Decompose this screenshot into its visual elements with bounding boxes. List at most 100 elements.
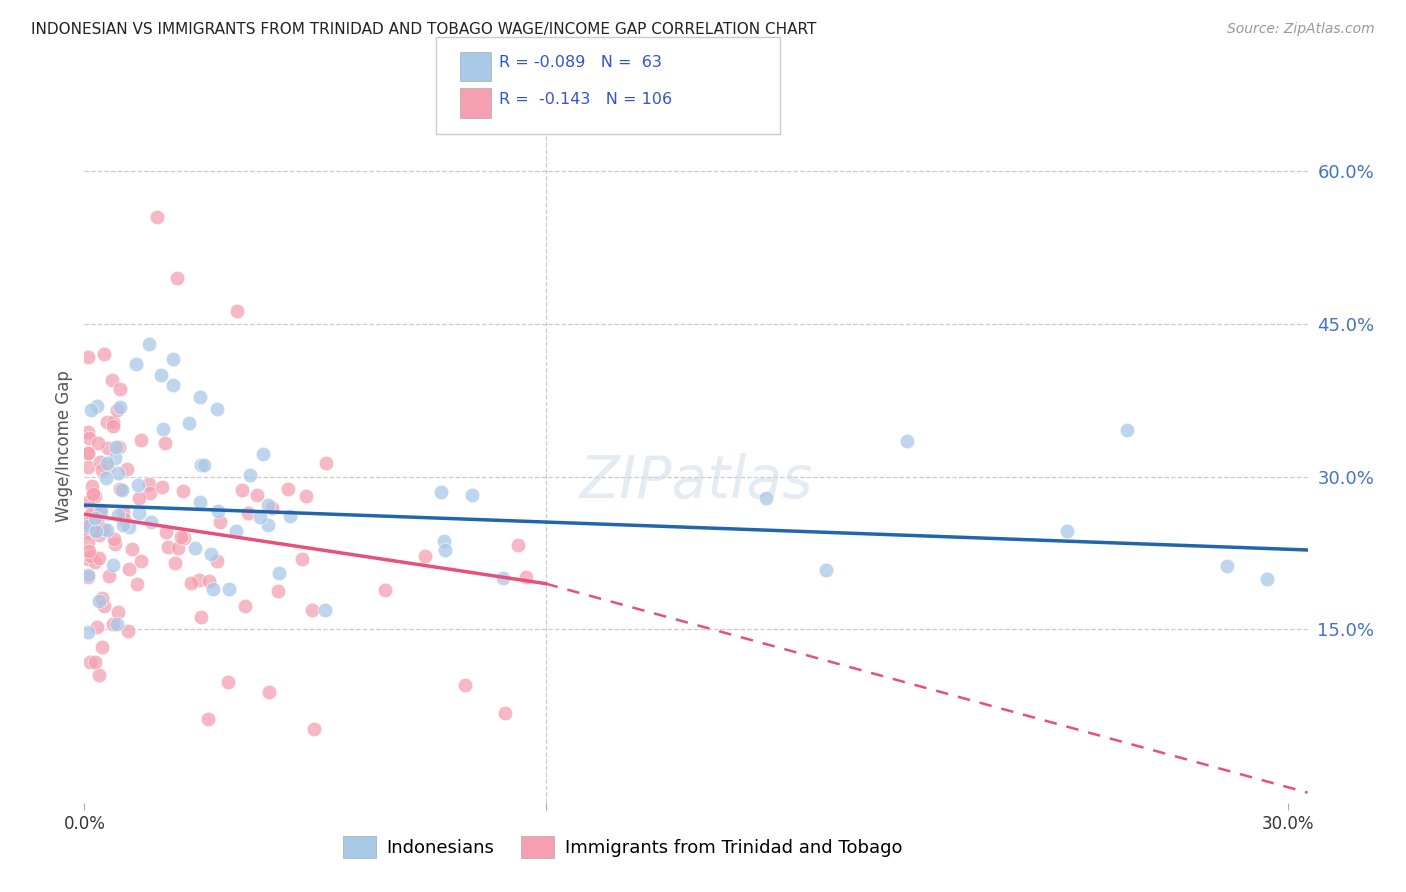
Point bbox=[104, 440, 127, 454]
Point bbox=[96, 471, 118, 485]
Point bbox=[105, 403, 128, 417]
Point bbox=[107, 605, 129, 619]
Text: INDONESIAN VS IMMIGRANTS FROM TRINIDAD AND TOBAGO WAGE/INCOME GAP CORRELATION CH: INDONESIAN VS IMMIGRANTS FROM TRINIDAD A… bbox=[31, 22, 817, 37]
Point bbox=[190, 610, 212, 624]
Point bbox=[217, 675, 239, 690]
Point bbox=[1216, 559, 1239, 574]
Point bbox=[1056, 524, 1078, 538]
Point bbox=[101, 616, 124, 631]
Point bbox=[77, 431, 100, 445]
Point bbox=[172, 483, 194, 498]
Point bbox=[77, 518, 100, 533]
Y-axis label: Wage/Income Gap: Wage/Income Gap bbox=[55, 370, 73, 522]
Point bbox=[430, 485, 453, 500]
Point bbox=[107, 466, 129, 480]
Point bbox=[80, 549, 103, 563]
Point bbox=[112, 512, 135, 526]
Point bbox=[77, 524, 100, 539]
Text: R =  -0.143   N = 106: R = -0.143 N = 106 bbox=[499, 92, 672, 107]
Point bbox=[87, 667, 110, 681]
Point bbox=[84, 524, 107, 538]
Point bbox=[93, 522, 115, 536]
Point bbox=[84, 511, 107, 525]
Point bbox=[180, 576, 202, 591]
Point bbox=[96, 415, 118, 429]
Point bbox=[155, 524, 177, 539]
Point bbox=[103, 537, 125, 551]
Point bbox=[115, 462, 138, 476]
Point bbox=[82, 486, 104, 500]
Point bbox=[77, 567, 100, 582]
Point bbox=[97, 460, 120, 475]
Legend: Indonesians, Immigrants from Trinidad and Tobago: Indonesians, Immigrants from Trinidad an… bbox=[336, 829, 910, 865]
Point bbox=[82, 487, 104, 501]
Point bbox=[84, 524, 107, 538]
Point bbox=[77, 446, 100, 460]
Point bbox=[291, 552, 314, 566]
Point bbox=[80, 403, 103, 417]
Point bbox=[103, 532, 125, 546]
Point bbox=[236, 506, 259, 520]
Point bbox=[79, 655, 101, 669]
Point bbox=[84, 489, 107, 503]
Point bbox=[90, 505, 112, 519]
Point bbox=[506, 538, 529, 552]
Point bbox=[96, 524, 118, 538]
Point bbox=[190, 458, 212, 472]
Point bbox=[89, 454, 111, 468]
Point bbox=[249, 509, 271, 524]
Point bbox=[127, 576, 149, 591]
Point bbox=[184, 541, 207, 556]
Point bbox=[153, 436, 176, 450]
Point bbox=[162, 377, 184, 392]
Point bbox=[163, 556, 186, 570]
Point bbox=[118, 562, 141, 576]
Point bbox=[461, 487, 484, 501]
Point bbox=[105, 617, 128, 632]
Point bbox=[77, 624, 100, 639]
Point bbox=[150, 480, 173, 494]
Text: Source: ZipAtlas.com: Source: ZipAtlas.com bbox=[1227, 22, 1375, 37]
Point bbox=[896, 434, 918, 448]
Point bbox=[87, 436, 110, 450]
Point bbox=[454, 678, 477, 692]
Point bbox=[83, 555, 105, 569]
Point bbox=[101, 373, 124, 387]
Point bbox=[295, 489, 318, 503]
Point bbox=[93, 599, 115, 613]
Point bbox=[209, 515, 232, 529]
Point bbox=[495, 706, 517, 720]
Point bbox=[77, 446, 100, 460]
Point bbox=[77, 523, 100, 537]
Point bbox=[86, 400, 108, 414]
Point bbox=[77, 570, 100, 584]
Point bbox=[97, 569, 120, 583]
Point bbox=[197, 712, 219, 726]
Text: R = -0.089   N =  63: R = -0.089 N = 63 bbox=[499, 55, 662, 70]
Point bbox=[103, 416, 125, 430]
Point bbox=[259, 684, 281, 698]
Point bbox=[77, 516, 100, 531]
Point bbox=[145, 210, 167, 224]
Point bbox=[515, 570, 537, 584]
Point bbox=[218, 582, 240, 596]
Point bbox=[257, 498, 280, 512]
Point bbox=[149, 368, 172, 382]
Point bbox=[139, 486, 162, 500]
Point bbox=[188, 390, 211, 404]
Point bbox=[302, 722, 325, 736]
Text: ZIPatlas: ZIPatlas bbox=[579, 453, 813, 510]
Point bbox=[89, 594, 111, 608]
Point bbox=[239, 467, 262, 482]
Point bbox=[170, 530, 193, 544]
Point bbox=[128, 507, 150, 521]
Point bbox=[77, 494, 100, 508]
Point bbox=[267, 584, 290, 599]
Point bbox=[278, 509, 301, 524]
Point bbox=[108, 400, 131, 414]
Point bbox=[1116, 423, 1139, 437]
Point bbox=[177, 416, 200, 430]
Point bbox=[1256, 572, 1278, 586]
Point bbox=[77, 425, 100, 440]
Point bbox=[492, 571, 515, 585]
